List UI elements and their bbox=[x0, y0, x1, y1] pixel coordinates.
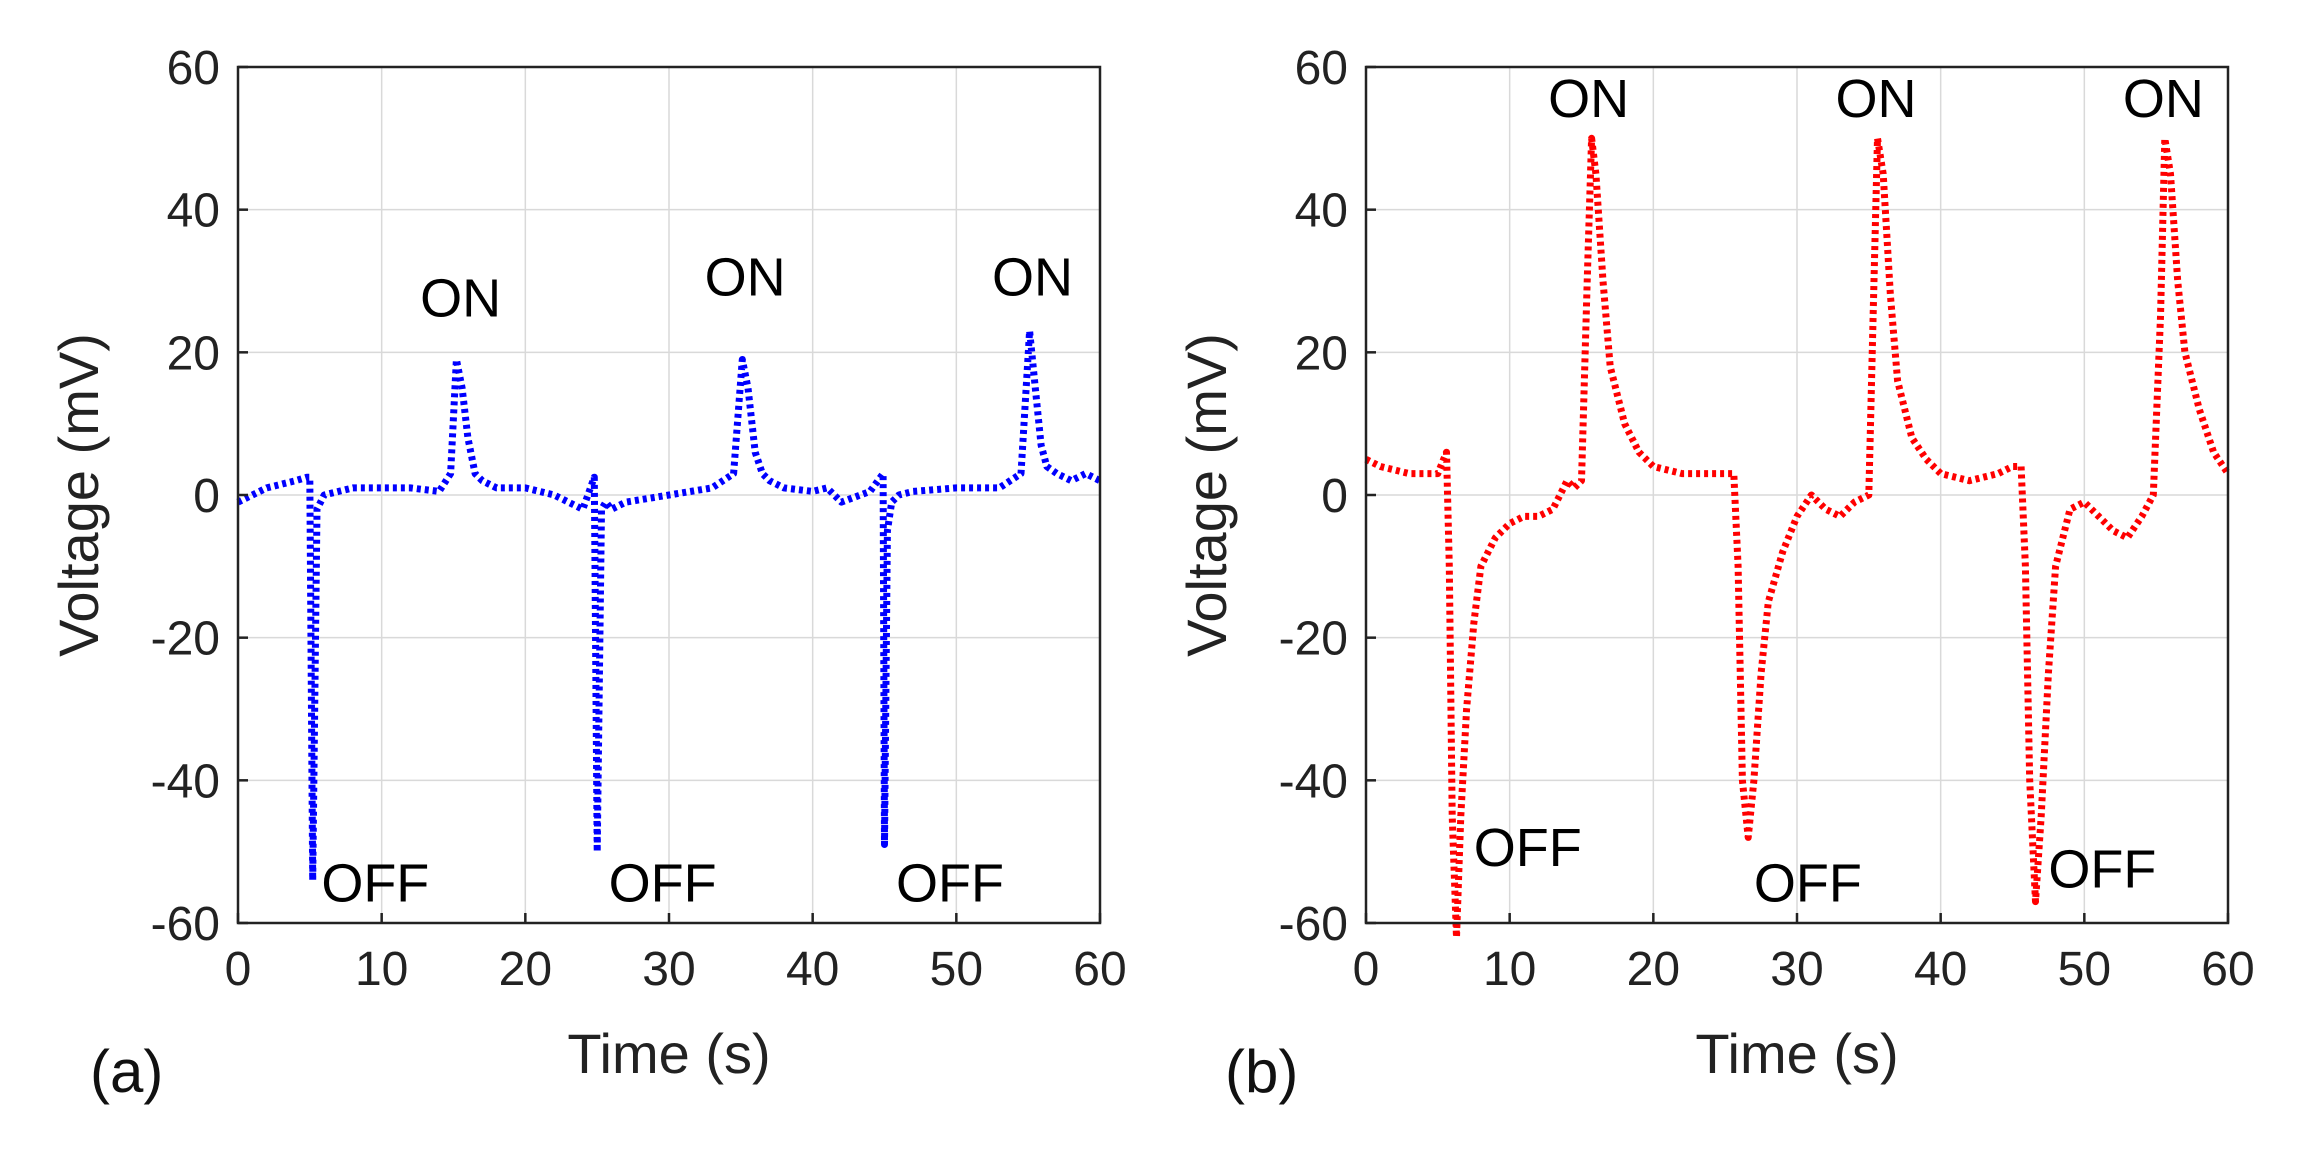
series-line bbox=[236, 327, 1102, 884]
on-annotation: ON bbox=[705, 247, 786, 307]
y-tick-label: 40 bbox=[1295, 185, 1348, 238]
x-tick-label: 10 bbox=[1483, 943, 1536, 996]
y-tick-label: 20 bbox=[1295, 327, 1348, 380]
y-tick-label: -40 bbox=[151, 755, 220, 808]
x-tick-label: 60 bbox=[1073, 943, 1126, 996]
x-tick-label: 50 bbox=[2058, 943, 2111, 996]
off-annotation: OFF bbox=[2048, 839, 2156, 899]
y-tick-label: 0 bbox=[1321, 470, 1348, 523]
off-annotation: OFF bbox=[1474, 818, 1582, 878]
series-line bbox=[1364, 134, 2231, 941]
x-tick-label: 40 bbox=[786, 943, 839, 996]
panel-label: (a) bbox=[90, 1038, 163, 1105]
on-annotation: ON bbox=[1836, 69, 1917, 129]
y-tick-label: -60 bbox=[1279, 898, 1348, 951]
y-tick-label: -60 bbox=[151, 898, 220, 951]
off-annotation: OFF bbox=[1754, 854, 1862, 914]
y-tick-label: 60 bbox=[167, 42, 220, 95]
off-annotation: OFF bbox=[609, 854, 717, 914]
off-annotation: OFF bbox=[896, 854, 1004, 914]
panel-label: (b) bbox=[1225, 1038, 1298, 1105]
y-tick-label: -20 bbox=[1279, 613, 1348, 666]
x-tick-label: 30 bbox=[1770, 943, 1823, 996]
on-annotation: ON bbox=[1548, 69, 1629, 129]
x-axis-label: Time (s) bbox=[567, 1022, 770, 1085]
x-tick-label: 10 bbox=[355, 943, 408, 996]
y-axis-label: Voltage (mV) bbox=[1175, 333, 1238, 657]
x-tick-label: 40 bbox=[1914, 943, 1967, 996]
y-tick-label: 40 bbox=[167, 185, 220, 238]
x-tick-label: 0 bbox=[1353, 943, 1380, 996]
x-tick-label: 30 bbox=[642, 943, 695, 996]
chart-panel-b: 0 10 20 30 40 50 60 -60 -40 -20 0 20 40 60 Time (s) Vol… bbox=[1175, 42, 2255, 1105]
on-annotation: ON bbox=[2123, 69, 2204, 129]
off-annotation: OFF bbox=[321, 854, 429, 914]
y-tick-label: -40 bbox=[1279, 755, 1348, 808]
y-tick-label: 60 bbox=[1295, 42, 1348, 95]
chart-panel-a: 0 10 20 30 40 50 60 -60 -40 -20 0 20 40 60 Time (s) Vol… bbox=[47, 42, 1127, 1105]
x-tick-label: 50 bbox=[930, 943, 983, 996]
y-tick-label: -20 bbox=[151, 613, 220, 666]
y-axis-label: Voltage (mV) bbox=[47, 333, 110, 657]
x-tick-label: 20 bbox=[1627, 943, 1680, 996]
x-tick-label: 20 bbox=[499, 943, 552, 996]
x-tick-label: 0 bbox=[225, 943, 252, 996]
on-annotation: ON bbox=[420, 269, 501, 329]
on-annotation: ON bbox=[992, 247, 1073, 307]
y-tick-label: 20 bbox=[167, 327, 220, 380]
x-axis-label: Time (s) bbox=[1695, 1022, 1898, 1085]
y-tick-label: 0 bbox=[193, 470, 220, 523]
x-tick-label: 60 bbox=[2201, 943, 2254, 996]
